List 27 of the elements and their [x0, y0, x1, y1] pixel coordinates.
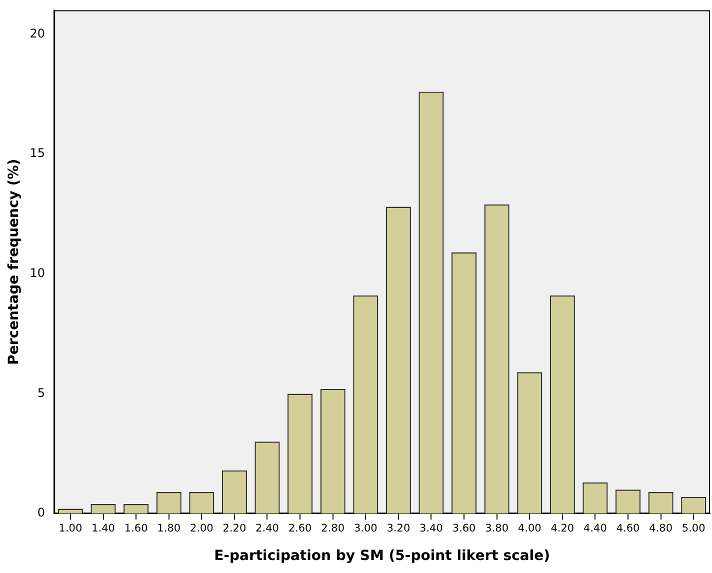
y-tick-label: 10	[30, 266, 46, 280]
x-tick-label: 1.80	[157, 522, 181, 535]
y-axis-title: Percentage frequency (%)	[6, 158, 22, 365]
x-tick-label: 3.80	[485, 522, 509, 535]
x-tick-label: 4.00	[518, 522, 542, 535]
y-tick-label: 5	[37, 386, 46, 400]
x-tick-label: 3.20	[386, 522, 410, 535]
x-tick-label: 2.80	[321, 522, 345, 535]
x-tick-label: 4.40	[584, 522, 607, 535]
x-tick-label: 4.80	[649, 522, 672, 535]
x-tick-label: 2.00	[190, 522, 214, 535]
x-tick-label: 1.40	[92, 522, 115, 535]
x-tick-label: 2.40	[256, 522, 279, 535]
y-tick-label: 15	[30, 146, 46, 160]
x-tick-label: 4.20	[550, 522, 574, 535]
x-tick-label: 3.40	[420, 522, 443, 535]
y-tick-label: 20	[30, 26, 46, 40]
x-tick-label: 2.20	[222, 522, 246, 535]
x-tick-label: 1.60	[124, 522, 148, 535]
x-tick-label: 2.60	[288, 522, 312, 535]
x-tick-label: 5.00	[682, 522, 706, 535]
x-tick-label: 3.60	[452, 522, 476, 535]
x-axis-title: E-participation by SM (5-point likert scale)	[214, 548, 550, 564]
x-tick-label: 1.00	[58, 522, 82, 535]
x-tick-label: 4.60	[616, 522, 640, 535]
x-tick-label: 3.00	[354, 522, 378, 535]
y-tick-label: 0	[37, 506, 46, 520]
